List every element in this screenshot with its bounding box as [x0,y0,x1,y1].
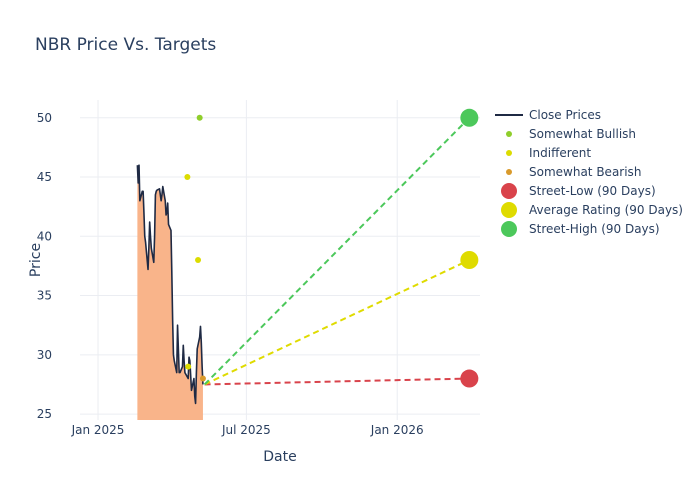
legend-dot-swatch [506,150,512,156]
legend-label: Average Rating (90 Days) [529,203,683,217]
legend-item[interactable]: Somewhat Bearish [506,165,641,179]
legend-marker-swatch [501,202,517,218]
legend-item[interactable]: Street-Low (90 Days) [501,183,656,199]
legend-label: Close Prices [529,108,601,122]
y-axis-title: Price [28,243,44,277]
legend-item[interactable]: Average Rating (90 Days) [501,202,683,218]
legend-label: Somewhat Bullish [529,127,636,141]
close-price-line [136,164,204,405]
legend-label: Street-High (90 Days) [529,222,660,236]
price-series [136,164,204,420]
legend[interactable]: Close Prices Somewhat Bullish Indifferent S… [495,108,683,237]
target-lines [203,108,479,388]
x-tick-label: Jul 2025 [221,423,271,437]
rating-points [184,114,206,382]
legend-item[interactable]: Somewhat Bullish [506,127,636,141]
y-tick-label: 35 [37,289,52,303]
indifferent-point[interactable] [195,257,202,263]
street-high-90-days-line [203,117,471,386]
legend-item[interactable]: Close Prices [495,108,601,122]
close-price-area [137,165,203,420]
legend-label: Street-Low (90 Days) [529,184,656,198]
y-tick-label: 30 [37,348,52,362]
somewhat-bearish-point[interactable] [199,375,206,382]
y-tick-label: 50 [37,111,52,125]
average-rating-90-days-line [204,259,470,386]
legend-dot-swatch [506,131,512,137]
y-tick-label: 25 [37,407,52,421]
y-tick-label: 45 [37,170,52,184]
street-low-90-days-marker[interactable] [460,369,479,388]
legend-item[interactable]: Street-High (90 Days) [501,221,660,237]
indifferent-point[interactable] [184,174,191,181]
street-low-90-days-line [204,377,470,386]
legend-marker-swatch [501,183,517,199]
x-axis-title: Date [263,449,296,465]
axes: 25 30 35 40 45 50 Jan 2025 Jul 2025 Jan 2026 [37,111,424,437]
average-rating-90-days-marker[interactable] [460,251,479,269]
somewhat-bullish-point[interactable] [196,114,203,121]
x-tick-label: Jan 2026 [370,423,424,437]
y-tick-label: 40 [37,229,52,243]
chart-title: NBR Price Vs. Targets [35,35,216,55]
legend-label: Somewhat Bearish [529,165,641,179]
legend-item[interactable]: Indifferent [506,146,591,160]
legend-label: Indifferent [529,146,591,160]
street-high-90-days-marker[interactable] [460,108,479,127]
x-tick-label: Jan 2025 [71,423,125,437]
indifferent-point[interactable] [185,363,192,370]
legend-dot-swatch [506,169,512,175]
legend-marker-swatch [501,221,517,237]
